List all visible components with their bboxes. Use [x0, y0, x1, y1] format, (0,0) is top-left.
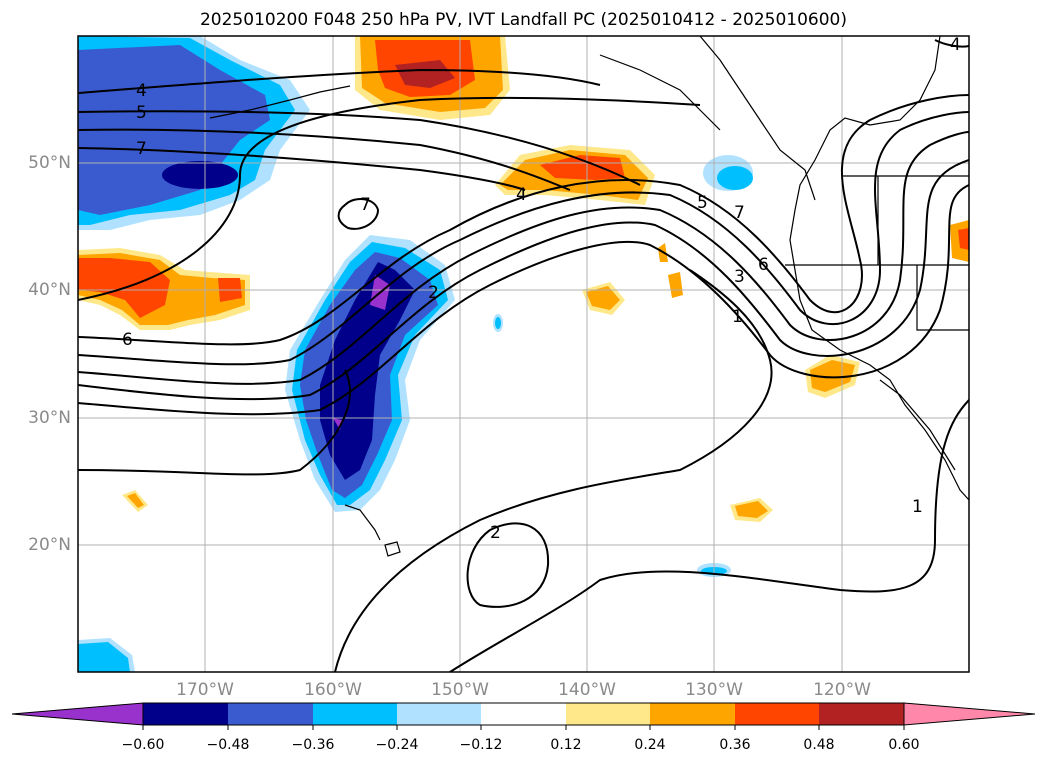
contour-label: 6: [122, 330, 133, 350]
colorbar-tick-label: 0.48: [803, 737, 835, 753]
contour-label: 2: [428, 283, 439, 303]
contour-label: 7: [360, 195, 371, 215]
colorbar-tick-label: −0.36: [291, 737, 335, 753]
map-title: 2025010200 F048 250 hPa PV, IVT Landfall…: [199, 10, 847, 30]
contour-label: 3: [734, 267, 745, 287]
lon-label-150w: 150°W: [431, 680, 489, 700]
colorbar-tick-label: 0.12: [550, 737, 582, 753]
lon-label-130w: 130°W: [685, 680, 743, 700]
colorbar-tick-label: −0.48: [206, 737, 250, 753]
colorbar-tick-label: −0.60: [121, 737, 165, 753]
colorbar-tick-label: −0.12: [459, 737, 503, 753]
contour-label: 5: [136, 103, 147, 123]
lon-label-170w: 170°W: [176, 680, 234, 700]
graticule: [78, 36, 969, 672]
colorbar-tick-label: 0.24: [634, 737, 666, 753]
contour-label: 4: [950, 35, 961, 55]
map-frame: [77, 35, 970, 673]
lon-label-160w: 160°W: [304, 680, 362, 700]
contour-label-group: 4 5 7 7 6 4 2 5 7 6 3 1 2 1 4: [122, 35, 961, 543]
contour-label: 4: [136, 81, 147, 101]
colorbar-tick-label: 0.60: [888, 737, 920, 753]
colorbar: [11, 702, 1036, 730]
lon-label-140w: 140°W: [558, 680, 616, 700]
contour-label: 6: [758, 255, 769, 275]
colorbar-tick-label: −0.24: [375, 737, 419, 753]
contour-label: 1: [732, 307, 743, 327]
contour-label: 7: [734, 203, 745, 223]
lat-label-50n: 50°N: [28, 153, 71, 173]
contour-label: 1: [912, 497, 923, 517]
contour-label: 7: [136, 139, 147, 159]
lat-label-20n: 20°N: [28, 535, 71, 555]
contour-label: 4: [516, 185, 527, 205]
lat-label-30n: 30°N: [28, 408, 71, 428]
lon-label-120w: 120°W: [813, 680, 871, 700]
colorbar-tick-label: 0.36: [719, 737, 751, 753]
contour-label: 5: [697, 193, 708, 213]
ivt-contours: [78, 39, 969, 672]
lat-label-40n: 40°N: [28, 280, 71, 300]
contour-label: 2: [490, 523, 501, 543]
